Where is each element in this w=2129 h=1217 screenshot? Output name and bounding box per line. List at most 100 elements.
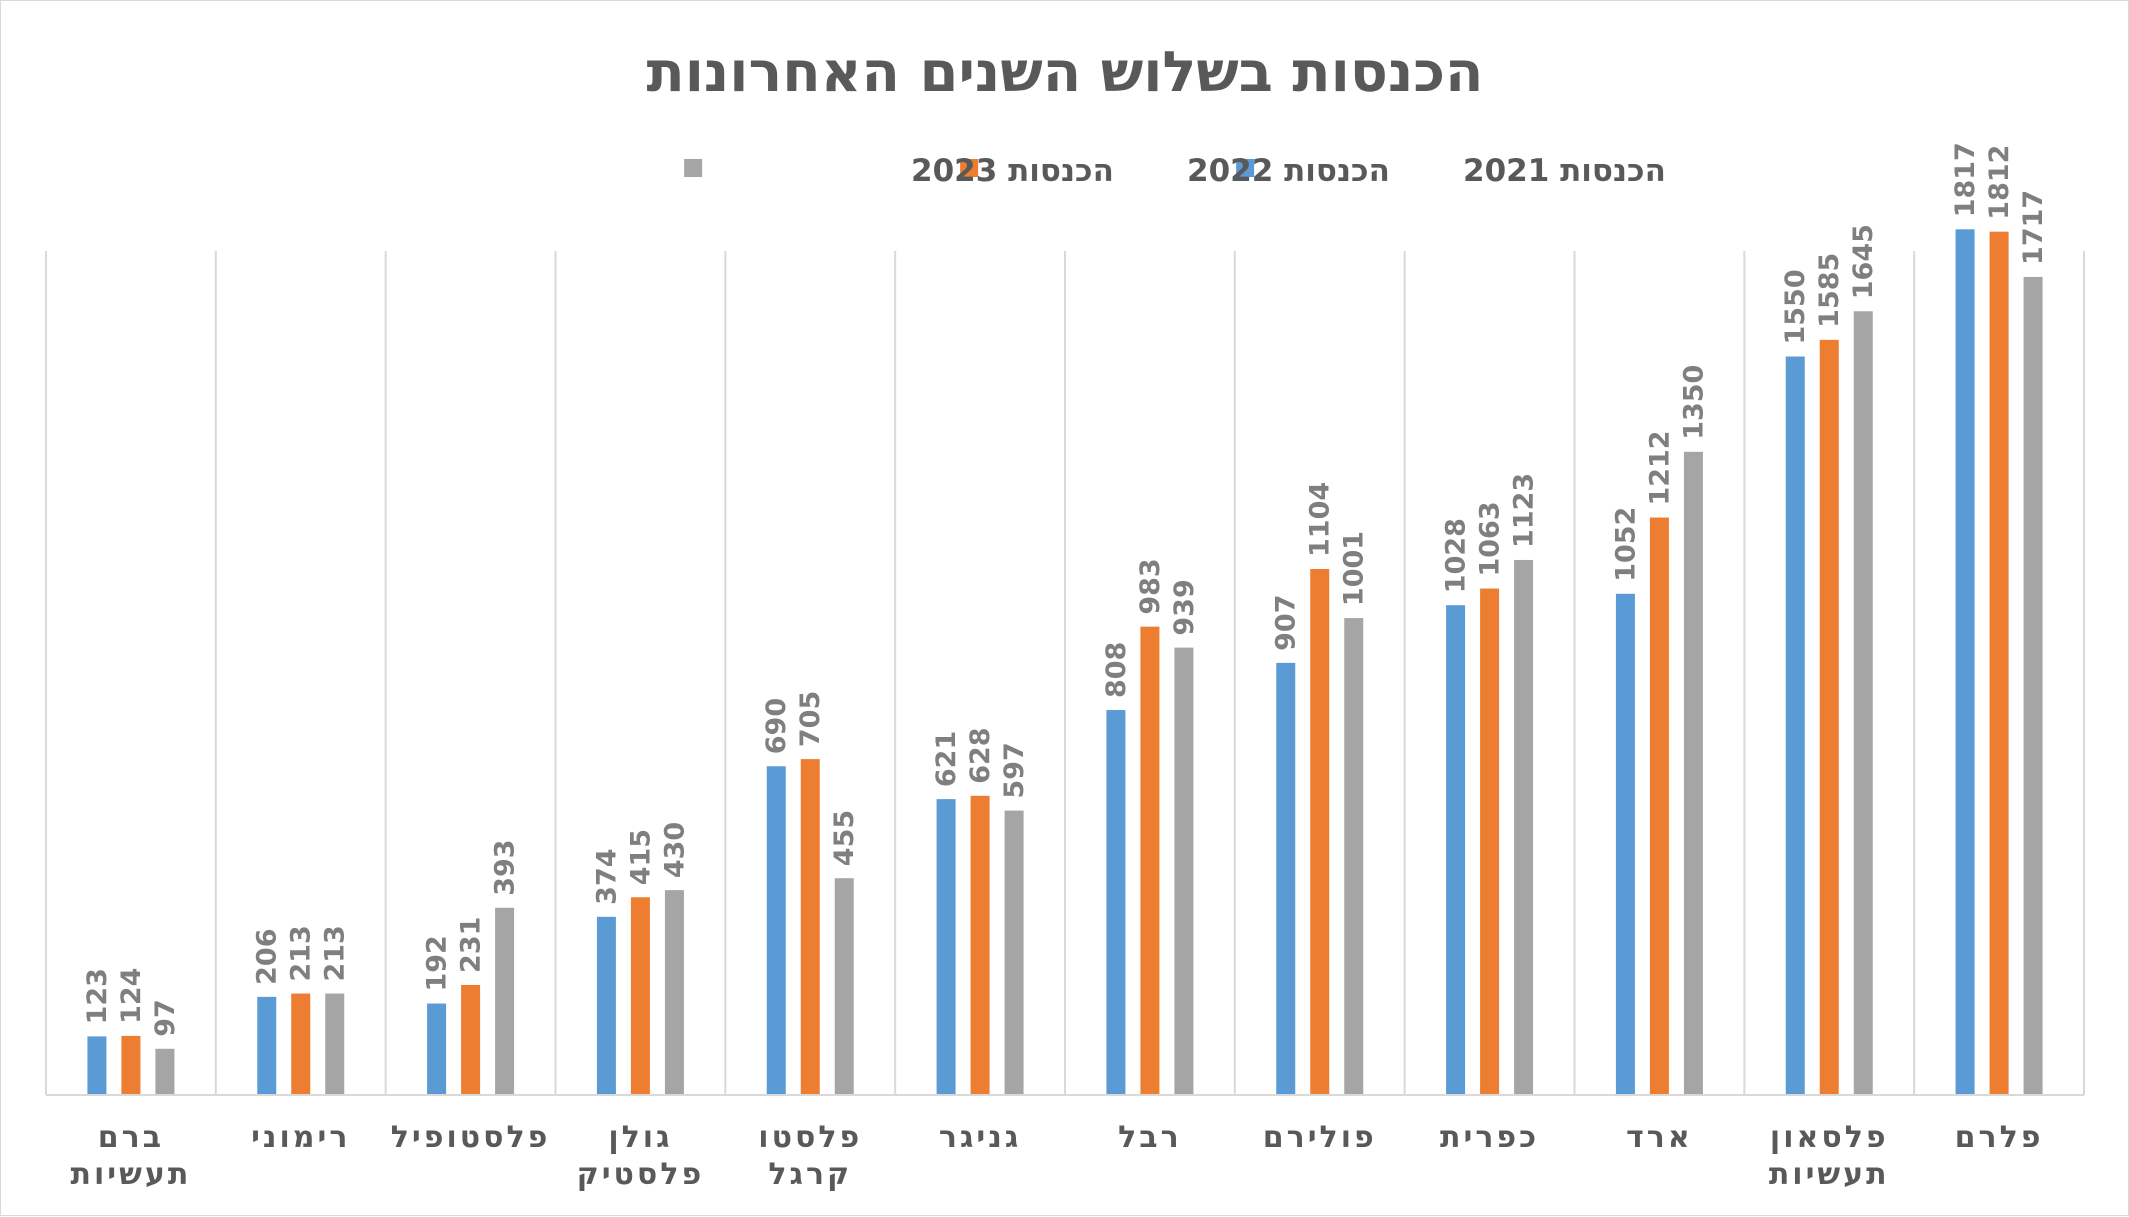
data-label: 213 — [320, 925, 351, 981]
bar — [461, 984, 481, 1095]
legend-label: הכנסות 2023 — [911, 153, 1114, 189]
data-label: 430 — [659, 822, 690, 878]
data-label: 1104 — [1305, 482, 1336, 557]
bar — [325, 993, 345, 1095]
data-label: 1350 — [1678, 365, 1709, 440]
bar — [155, 1048, 175, 1095]
category-label: תעשיות — [70, 1157, 191, 1192]
bar — [834, 878, 854, 1095]
category-label: כפרית — [1440, 1120, 1539, 1155]
data-label: 415 — [625, 829, 656, 885]
data-label: 939 — [1169, 579, 1200, 635]
bar — [291, 993, 311, 1095]
bar — [1446, 605, 1466, 1095]
bar — [1140, 626, 1160, 1095]
data-label: 1585 — [1814, 253, 1845, 328]
legend-swatch — [960, 159, 979, 177]
bar — [1853, 311, 1873, 1095]
data-label: 597 — [999, 742, 1030, 798]
category-label: ברם — [98, 1120, 164, 1155]
bar — [2023, 276, 2043, 1095]
data-label: 1717 — [2018, 190, 2049, 265]
bar — [1683, 451, 1703, 1095]
category-label: רימוני — [251, 1120, 350, 1155]
bar — [766, 766, 786, 1095]
legend-swatch — [1236, 159, 1255, 177]
bar — [495, 907, 515, 1095]
data-label: 231 — [456, 917, 487, 973]
data-label: 1212 — [1644, 430, 1675, 505]
data-label: 1550 — [1780, 269, 1811, 344]
bar — [630, 897, 650, 1095]
data-label: 124 — [116, 968, 147, 1024]
data-label: 808 — [1101, 642, 1132, 698]
data-label: 123 — [82, 968, 113, 1024]
category-label: פלסטופיל — [391, 1120, 551, 1155]
data-label: 1812 — [1984, 145, 2015, 220]
legend-swatch — [684, 159, 703, 177]
category-labels: פלרםפלסאוןתעשיותארדכפריתפולירםרבלגניגרפל… — [70, 1120, 2043, 1192]
category-label: גולן — [608, 1120, 672, 1155]
bar — [936, 799, 956, 1095]
category-label: רבל — [1118, 1120, 1182, 1155]
bar — [1955, 229, 1975, 1096]
category-label: פלסאון — [1770, 1120, 1889, 1155]
bar — [1785, 356, 1805, 1095]
data-label: 983 — [1135, 558, 1166, 614]
legend-label: הכנסות 2022 — [1187, 153, 1390, 189]
category-label: פלסטו — [758, 1120, 862, 1155]
data-label: 374 — [591, 848, 622, 904]
bar — [800, 759, 820, 1095]
data-label: 907 — [1271, 594, 1302, 650]
data-label: 1028 — [1441, 518, 1472, 593]
data-label: 97 — [150, 999, 181, 1037]
bar — [121, 1035, 141, 1095]
data-label: 455 — [829, 810, 860, 866]
category-label: פלרם — [1955, 1120, 2044, 1155]
data-label: 1001 — [1339, 531, 1370, 606]
data-label: 192 — [422, 935, 453, 991]
bar — [596, 916, 616, 1095]
bar — [1174, 647, 1194, 1095]
data-label: 1063 — [1475, 501, 1506, 576]
bar — [970, 795, 990, 1095]
data-label: 1645 — [1848, 224, 1879, 299]
bar — [1344, 618, 1364, 1095]
category-label: פולירם — [1263, 1120, 1377, 1155]
bar — [257, 996, 277, 1095]
bar — [664, 890, 684, 1095]
data-label: 206 — [252, 928, 283, 984]
data-label: 393 — [490, 839, 521, 895]
data-label: 628 — [965, 727, 996, 783]
legend-label: הכנסות 2021 — [1463, 153, 1666, 189]
bar — [1514, 559, 1534, 1095]
bar — [1276, 662, 1296, 1095]
data-label: 690 — [761, 698, 792, 754]
bar — [1989, 231, 2009, 1095]
data-label: 1817 — [1950, 142, 1981, 217]
bar — [1819, 339, 1839, 1095]
chart-title: הכנסות בשלוש השנים האחרונות — [646, 40, 1483, 105]
bar — [1310, 569, 1330, 1095]
bar — [427, 1003, 447, 1095]
bar — [1649, 517, 1669, 1095]
bar — [1004, 810, 1024, 1095]
bar — [1106, 710, 1126, 1095]
data-label: 213 — [286, 925, 317, 981]
bar — [1480, 588, 1500, 1095]
category-label: גניגר — [939, 1120, 1021, 1155]
category-label: קרגל — [768, 1157, 852, 1192]
gridlines — [45, 251, 2085, 1095]
data-label: 705 — [795, 691, 826, 747]
bars — [87, 229, 2043, 1096]
category-label: פלסטיק — [577, 1157, 705, 1192]
category-label: תעשיות — [1769, 1157, 1890, 1192]
data-label: 621 — [931, 731, 962, 787]
category-label: ארד — [1626, 1120, 1693, 1155]
data-label: 1052 — [1610, 507, 1641, 582]
bar — [1615, 593, 1635, 1095]
bar — [87, 1036, 107, 1095]
